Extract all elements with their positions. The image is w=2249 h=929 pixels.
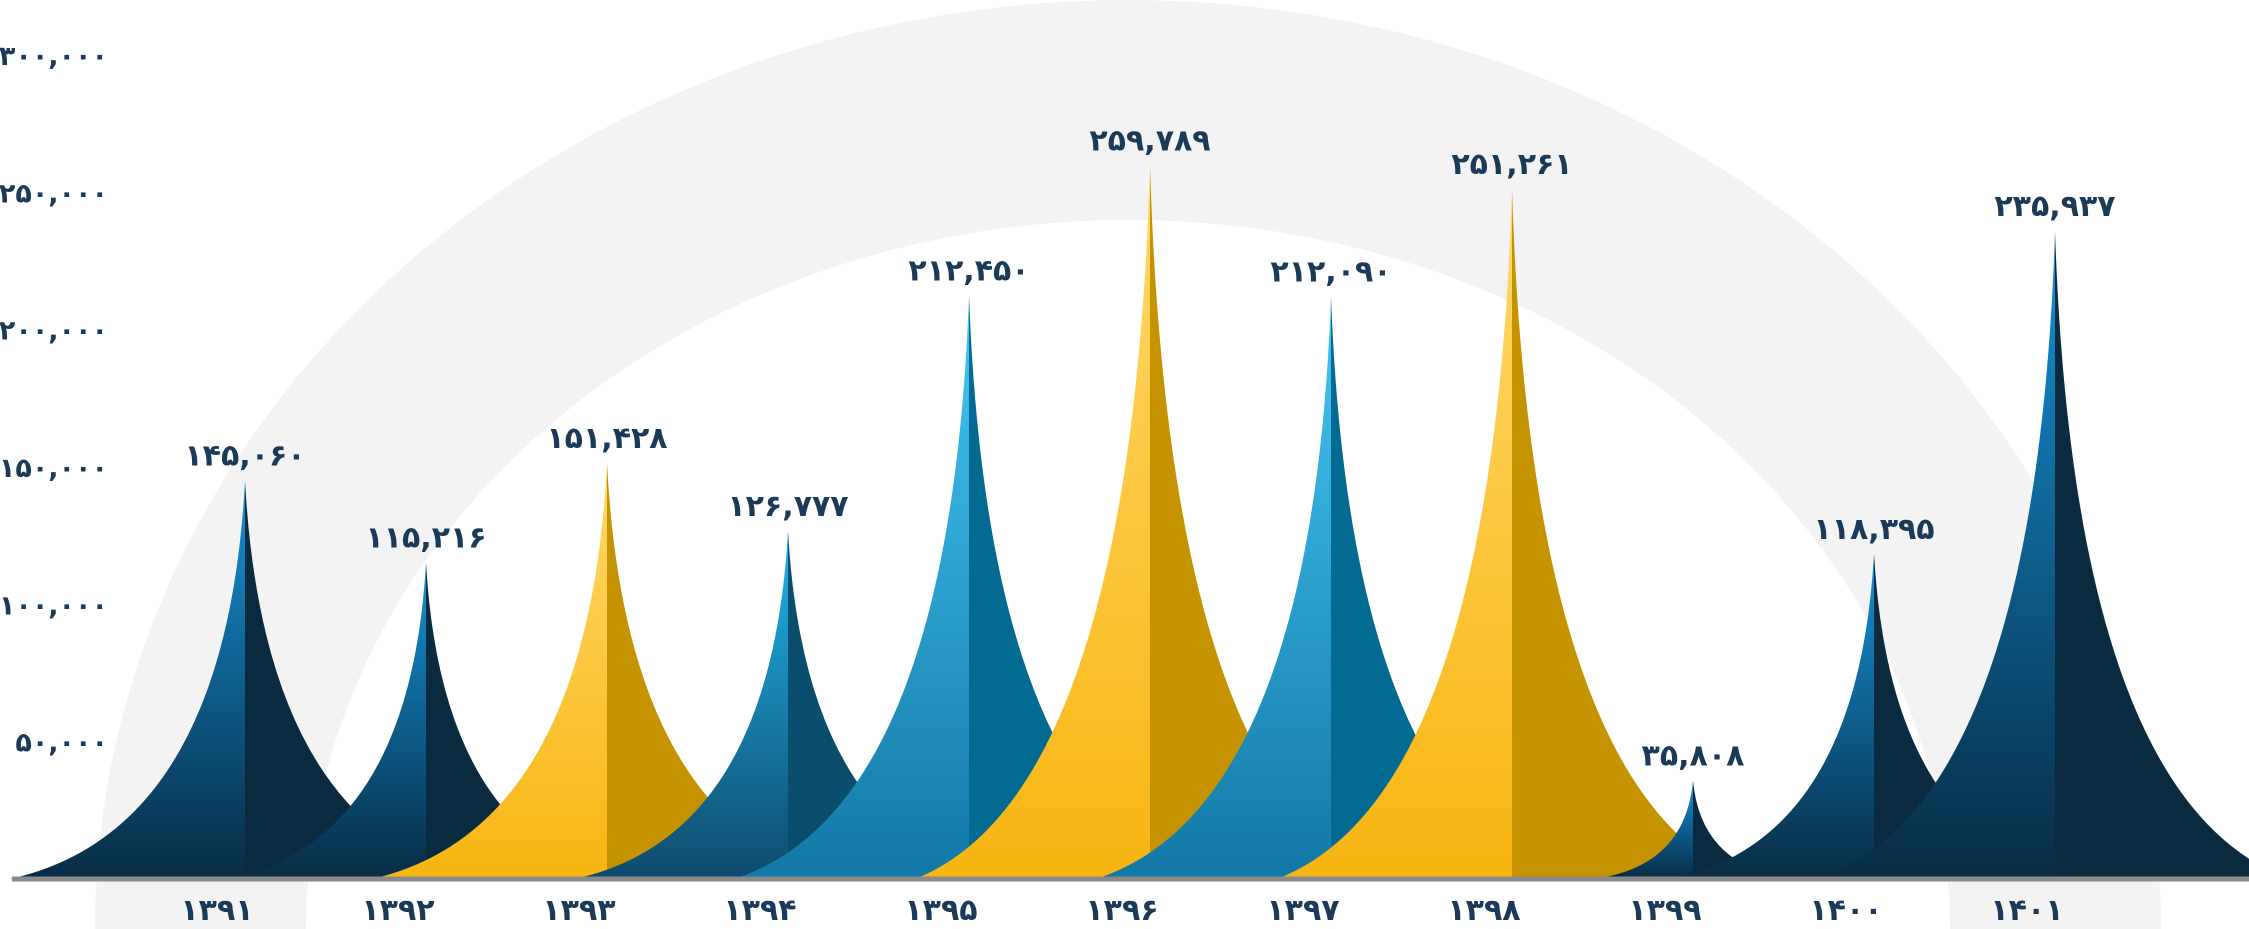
peak-right-face (1512, 188, 1747, 880)
peak-right-face (245, 480, 480, 879)
x-tick-label: ۱۳۹۹ (1628, 893, 1701, 928)
value-label: ۱۱۵,۲۱۶ (365, 521, 486, 556)
x-tick-label: ۱۴۰۱ (1990, 893, 2063, 928)
peak-right-face (788, 530, 1003, 879)
peak-right-face (607, 463, 842, 879)
x-tick-label: ۱۳۹۱ (180, 893, 253, 928)
peak-left-face (1593, 780, 1693, 879)
background-arc-band (95, 0, 2161, 929)
peak-4 (573, 530, 1003, 879)
peak-left-face (734, 295, 969, 879)
y-tick-label: ۱۰۰,۰۰۰ (0, 590, 108, 621)
peak-11 (1820, 230, 2249, 879)
y-axis: ۵۰,۰۰۰ ۱۰۰,۰۰۰ ۱۵۰,۰۰۰ ۲۰۰,۰۰۰ ۲۵۰,۰۰۰ ۳۰۰,۰۰… (0, 41, 108, 759)
peak-right-face (1874, 553, 2077, 879)
peak-7 (1096, 296, 1566, 879)
x-tick-label: ۱۳۹۲ (361, 893, 434, 928)
peak-left-face (10, 480, 245, 879)
peak-3 (372, 463, 842, 879)
value-label: ۳۵,۸۰۸ (1642, 739, 1745, 774)
value-label: ۱۴۵,۰۶۰ (184, 439, 305, 474)
y-tick-label: ۲۰۰,۰۰۰ (0, 316, 108, 347)
x-tick-label: ۱۳۹۶ (1085, 893, 1158, 928)
value-labels: ۱۴۵,۰۶۰ ۱۱۵,۲۱۶ ۱۵۱,۴۲۸ ۱۲۶,۷۷۷ ۲۱۲,۴۵۰ ۲۵۹,۷… (184, 123, 2115, 773)
peak-right-face (1150, 165, 1385, 879)
value-label: ۲۵۱,۲۶۱ (1451, 147, 1572, 182)
value-label: ۲۱۲,۰۹۰ (1270, 254, 1391, 289)
peak-left-face (1096, 296, 1331, 879)
value-label: ۲۱۲,۴۵۰ (908, 253, 1029, 288)
x-tick-label: ۱۳۹۴ (723, 893, 796, 928)
y-tick-label: ۲۵۰,۰۰۰ (0, 178, 108, 209)
x-axis: ۱۳۹۱ ۱۳۹۲ ۱۳۹۳ ۱۳۹۴ ۱۳۹۵ ۱۳۹۶ ۱۳۹۷ ۱۳۹۸ ۱۳۹۹ ۱۴۰۰… (180, 893, 2063, 928)
x-tick-label: ۱۴۰۰ (1809, 893, 1882, 928)
peak-1 (10, 480, 480, 879)
peak-right-face (969, 295, 1204, 879)
y-tick-label: ۳۰۰,۰۰۰ (0, 41, 108, 72)
background-arc (95, 0, 2161, 929)
peaks-layer (10, 165, 2249, 880)
peak-left-face (1277, 188, 1512, 880)
peak-8 (1277, 188, 1747, 880)
peak-10 (1671, 553, 2077, 879)
value-label: ۱۵۱,۴۲۸ (546, 421, 667, 456)
y-tick-label: ۵۰,۰۰۰ (15, 728, 108, 759)
x-tick-label: ۱۳۹۵ (904, 893, 977, 928)
peak-right-face (2055, 230, 2249, 879)
y-tick-label: ۱۵۰,۰۰۰ (0, 453, 108, 484)
peak-left-face (573, 530, 788, 879)
value-label: ۲۳۵,۹۳۷ (1994, 189, 2115, 224)
peak-right-face (1331, 296, 1566, 879)
peak-left-face (1671, 553, 1874, 879)
peak-2 (227, 562, 625, 879)
x-tick-label: ۱۳۹۸ (1447, 893, 1520, 928)
peak-left-face (227, 562, 426, 879)
x-tick-label: ۱۳۹۷ (1266, 893, 1339, 928)
peak-6 (915, 165, 1385, 879)
peak-right-face (426, 562, 625, 879)
value-label: ۲۵۹,۷۸۹ (1089, 123, 1210, 158)
peak-right-face (1693, 780, 1793, 879)
value-label: ۱۱۸,۳۹۵ (1813, 512, 1934, 547)
value-label: ۱۲۶,۷۷۷ (727, 489, 848, 524)
peak-left-face (1820, 230, 2055, 879)
peak-5 (734, 295, 1204, 879)
peak-left-face (915, 165, 1150, 879)
peak-left-face (372, 463, 607, 879)
peak-9 (1593, 780, 1793, 879)
x-tick-label: ۱۳۹۳ (542, 893, 615, 928)
